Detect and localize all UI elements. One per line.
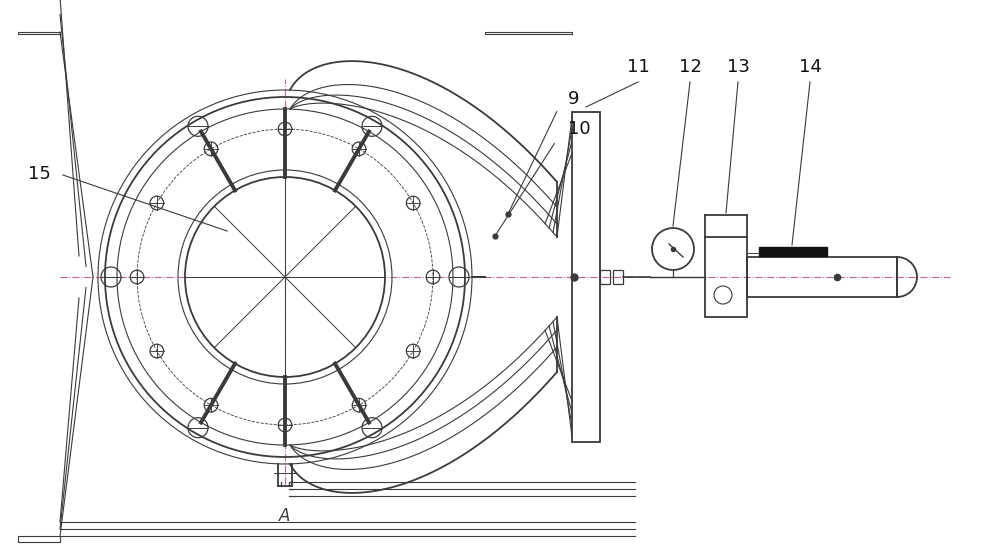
Text: A: A — [279, 507, 291, 525]
Bar — [18, 32, 60, 34]
Bar — [485, 32, 572, 34]
Bar — [747, 257, 897, 297]
Text: 15: 15 — [28, 165, 51, 183]
Bar — [705, 237, 747, 317]
Bar — [600, 270, 610, 284]
Text: 12: 12 — [679, 58, 701, 76]
Bar — [613, 270, 623, 284]
Text: 11: 11 — [627, 58, 649, 76]
Text: 9: 9 — [568, 90, 580, 108]
Bar — [759, 247, 827, 256]
Text: 14: 14 — [799, 58, 821, 76]
Text: 13: 13 — [727, 58, 749, 76]
Bar — [572, 112, 600, 442]
Text: 10: 10 — [568, 120, 591, 138]
Bar — [18, 536, 60, 542]
